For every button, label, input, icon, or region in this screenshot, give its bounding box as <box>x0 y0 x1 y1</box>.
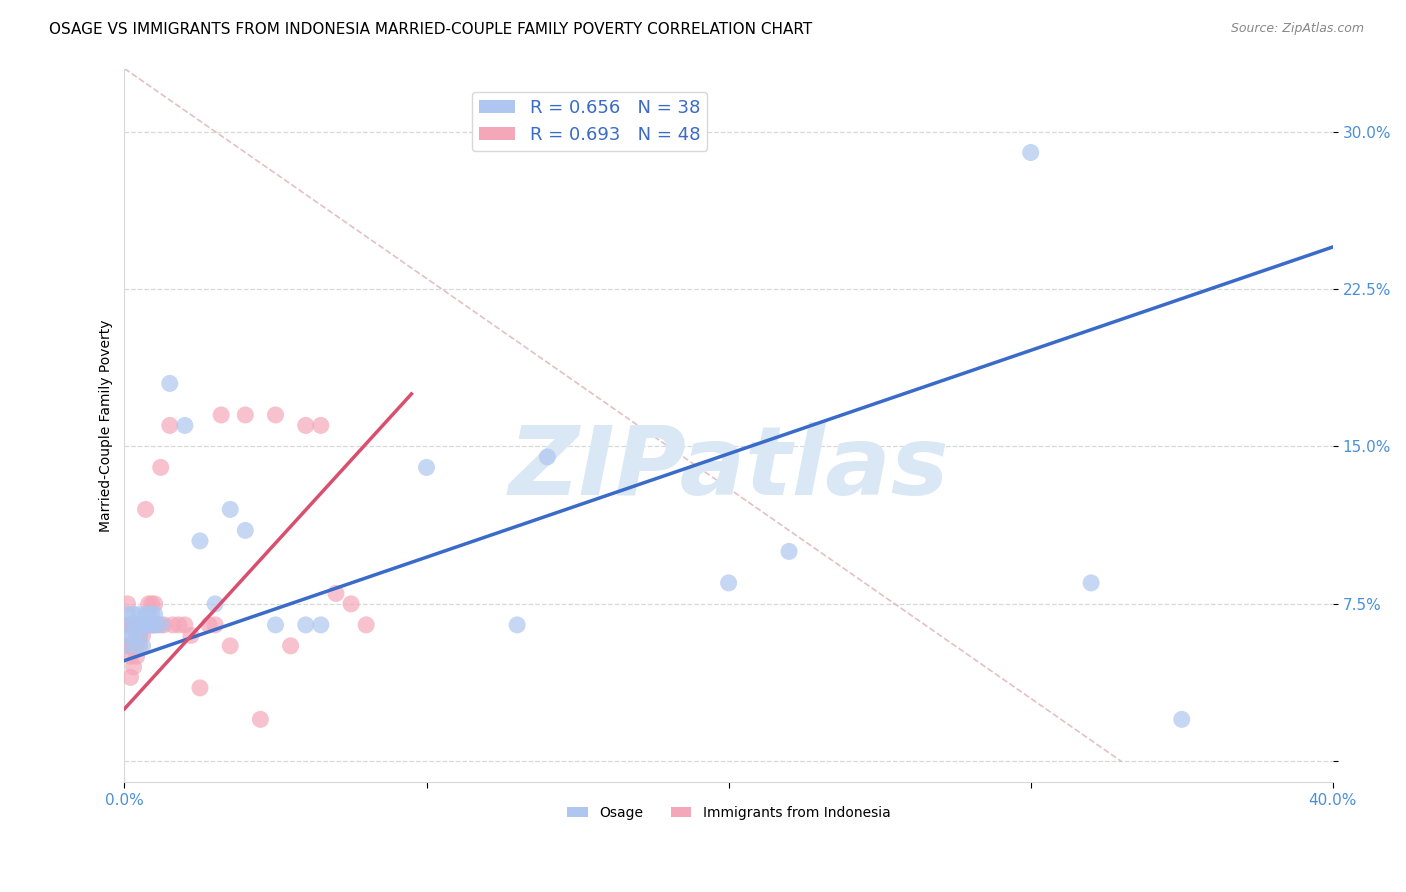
Point <box>117 639 139 653</box>
Point <box>149 618 172 632</box>
Point <box>1170 712 1192 726</box>
Point <box>131 628 153 642</box>
Point <box>125 649 148 664</box>
Point <box>128 628 150 642</box>
Point <box>325 586 347 600</box>
Point <box>149 460 172 475</box>
Point <box>198 618 221 632</box>
Text: Source: ZipAtlas.com: Source: ZipAtlas.com <box>1230 22 1364 36</box>
Point <box>1080 575 1102 590</box>
Point <box>173 418 195 433</box>
Point <box>128 618 150 632</box>
Point <box>125 628 148 642</box>
Point <box>536 450 558 464</box>
Point <box>249 712 271 726</box>
Point <box>117 597 139 611</box>
Point <box>209 408 232 422</box>
Point <box>340 597 363 611</box>
Point <box>173 618 195 632</box>
Y-axis label: Married-Couple Family Poverty: Married-Couple Family Poverty <box>100 319 114 532</box>
Point <box>141 618 163 632</box>
Point <box>219 639 242 653</box>
Point <box>138 618 160 632</box>
Point <box>138 618 160 632</box>
Point <box>152 618 174 632</box>
Point <box>143 618 166 632</box>
Point <box>125 618 148 632</box>
Point <box>309 618 332 632</box>
Point <box>280 639 302 653</box>
Point <box>778 544 800 558</box>
Point <box>120 670 142 684</box>
Point <box>294 618 316 632</box>
Point <box>122 660 145 674</box>
Point <box>138 607 160 622</box>
Point <box>294 418 316 433</box>
Point <box>135 607 157 622</box>
Point <box>167 618 190 632</box>
Point <box>128 639 150 653</box>
Point <box>120 639 142 653</box>
Point <box>180 628 202 642</box>
Point <box>141 597 163 611</box>
Point <box>138 597 160 611</box>
Point <box>141 607 163 622</box>
Point <box>1019 145 1042 160</box>
Point <box>309 418 332 433</box>
Point <box>146 618 169 632</box>
Point <box>131 618 153 632</box>
Point <box>120 618 142 632</box>
Point <box>135 618 157 632</box>
Point <box>117 618 139 632</box>
Point <box>162 618 184 632</box>
Legend: Osage, Immigrants from Indonesia: Osage, Immigrants from Indonesia <box>561 800 896 825</box>
Point <box>125 618 148 632</box>
Point <box>506 618 529 632</box>
Point <box>159 418 181 433</box>
Point <box>131 618 153 632</box>
Point <box>131 639 153 653</box>
Point <box>122 607 145 622</box>
Point <box>120 618 142 632</box>
Point <box>128 607 150 622</box>
Point <box>159 376 181 391</box>
Point <box>128 628 150 642</box>
Point <box>188 681 211 695</box>
Point <box>264 408 287 422</box>
Point <box>264 618 287 632</box>
Point <box>415 460 437 475</box>
Point <box>354 618 377 632</box>
Point <box>122 618 145 632</box>
Point <box>122 639 145 653</box>
Point <box>120 628 142 642</box>
Point <box>117 639 139 653</box>
Point <box>219 502 242 516</box>
Point <box>135 502 157 516</box>
Point <box>141 618 163 632</box>
Point <box>122 628 145 642</box>
Point <box>135 618 157 632</box>
Text: OSAGE VS IMMIGRANTS FROM INDONESIA MARRIED-COUPLE FAMILY POVERTY CORRELATION CHA: OSAGE VS IMMIGRANTS FROM INDONESIA MARRI… <box>49 22 813 37</box>
Point <box>143 618 166 632</box>
Point <box>125 639 148 653</box>
Point <box>717 575 740 590</box>
Point <box>120 649 142 664</box>
Point <box>188 533 211 548</box>
Point <box>233 408 256 422</box>
Point <box>117 607 139 622</box>
Point <box>204 618 226 632</box>
Point <box>143 597 166 611</box>
Text: ZIPatlas: ZIPatlas <box>509 422 949 515</box>
Point <box>143 607 166 622</box>
Point <box>204 597 226 611</box>
Point <box>233 524 256 538</box>
